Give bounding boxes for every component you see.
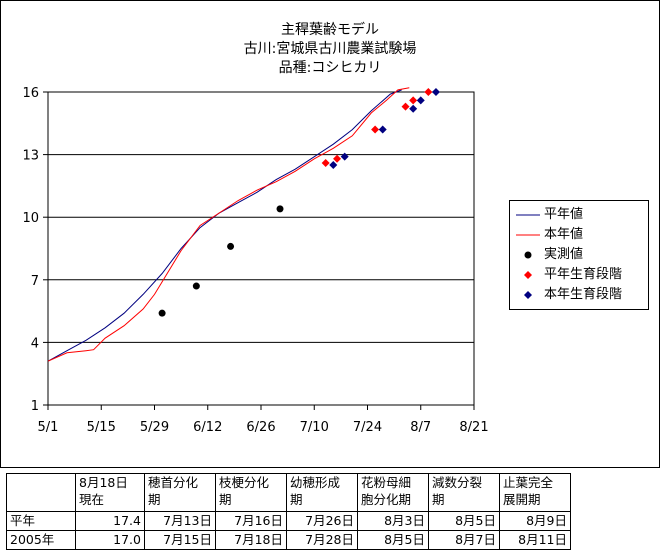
data-point-marker <box>276 205 284 213</box>
x-tick-label: 8/21 <box>459 420 488 435</box>
table-cell: 17.4 <box>75 511 145 531</box>
table-cell: 7月28日 <box>286 530 358 550</box>
table-row: 2005年 17.0 7月15日 7月18日 7月28日 8月5日 8月7日 8… <box>6 530 571 550</box>
legend-label: 平年値 <box>544 207 584 222</box>
data-point-marker <box>227 242 235 250</box>
chart-legend: 平年値本年値実測値平年生育段階 本年生育段階 <box>509 200 649 310</box>
x-tick-label: 8/7 <box>410 420 431 435</box>
y-tick-label: 4 <box>31 336 39 351</box>
stage-marker <box>371 125 380 134</box>
series-line <box>47 89 402 362</box>
legend-symbol <box>524 291 532 299</box>
table-cell: 17.0 <box>75 530 145 550</box>
x-tick-label: 7/24 <box>353 420 382 435</box>
stage-marker <box>401 102 410 111</box>
stage-marker <box>409 96 418 105</box>
y-tick-label: 16 <box>22 86 39 101</box>
legend-label: 本年生育段階 <box>544 287 623 302</box>
table-row: 平年 17.4 7月13日 7月16日 7月26日 8月3日 8月5日 8月9日 <box>6 511 571 531</box>
stage-marker <box>333 154 342 163</box>
plot-area <box>47 91 475 406</box>
table-header-cell: 止葉完全 展開期 <box>499 473 571 512</box>
stage-marker <box>431 88 440 96</box>
table-header-cell <box>6 473 76 512</box>
stage-marker <box>424 88 433 96</box>
x-tick-label: 6/26 <box>246 420 275 435</box>
chart-subtitle-variety: 品種:コシヒカリ <box>278 60 382 76</box>
legend-swatch <box>524 271 532 279</box>
x-tick-label: 5/1 <box>38 420 59 435</box>
chart-plot: 1 4 7 10 13 16 5/1 5/15 5/29 6/12 6/26 7/10 7/24 8/7 8… <box>22 86 488 435</box>
chart-subtitle-location: 古川:宮城県古川農業試験場 <box>243 41 417 57</box>
legend-label: 平年生育段階 <box>544 267 623 282</box>
y-tick-label: 1 <box>31 399 39 414</box>
data-point-marker <box>158 309 166 317</box>
x-tick-label: 5/15 <box>87 420 116 435</box>
table-cell: 8月3日 <box>357 511 429 531</box>
table-header-cell: 花粉母細 胞分化期 <box>357 473 429 512</box>
legend-swatch <box>524 291 532 299</box>
table-cell: 7月15日 <box>144 530 216 550</box>
legend-entry: 本年値 <box>516 225 583 245</box>
legend-label: 実測値 <box>544 247 584 262</box>
table-cell: 8月7日 <box>428 530 500 550</box>
table-row-label: 2005年 <box>6 530 76 550</box>
table-cell: 7月18日 <box>215 530 287 550</box>
table-cell: 7月26日 <box>286 511 358 531</box>
chart-title: 主稈葉齢モデル <box>281 22 379 38</box>
table-header-cell: 減数分裂期 <box>428 473 500 512</box>
table-header-cell: 穂首分化期 <box>144 473 216 512</box>
stage-marker <box>329 161 338 170</box>
table-header-cell: 幼穂形成期 <box>286 473 358 512</box>
table-row-label: 平年 <box>6 511 76 531</box>
legend-symbol <box>516 234 540 236</box>
legend-symbol <box>524 251 532 259</box>
growth-stage-table: 8月18日 現在 穂首分化期 枝梗分化期 幼穂形成期 花粉母細 胞分化期 減数分裂期… <box>6 473 571 550</box>
stage-marker <box>340 152 349 161</box>
legend-symbol <box>516 214 540 216</box>
table-header-cell: 枝梗分化期 <box>215 473 287 512</box>
data-point-marker <box>192 282 200 290</box>
legend-swatch <box>524 251 532 259</box>
stage-marker <box>409 104 418 113</box>
x-tick-label: 7/10 <box>300 420 329 435</box>
table-cell: 8月5日 <box>428 511 500 531</box>
table-cell: 8月5日 <box>357 530 429 550</box>
legend-entry: 実測値 <box>516 245 583 265</box>
table-header-row: 8月18日 現在 穂首分化期 枝梗分化期 幼穂形成期 花粉母細 胞分化期 減数分裂期… <box>6 473 571 512</box>
y-tick-label: 7 <box>31 274 39 289</box>
y-tick-label: 10 <box>22 211 39 226</box>
legend-symbol <box>524 271 532 279</box>
x-tick-label: 6/12 <box>193 420 222 435</box>
stage-marker <box>321 158 330 167</box>
legend-entry: 平年値 <box>516 205 583 225</box>
legend-entry: 平年生育段階 <box>516 265 622 285</box>
table-header-cell: 8月18日 現在 <box>75 473 145 512</box>
stage-marker <box>378 125 387 134</box>
legend-label: 本年値 <box>544 227 584 242</box>
y-tick-label: 13 <box>22 149 39 164</box>
stage-marker <box>416 96 425 105</box>
x-tick-label: 5/29 <box>140 420 169 435</box>
table-cell: 7月13日 <box>144 511 216 531</box>
legend-entry: 本年生育段階 <box>516 285 622 305</box>
table-cell: 8月11日 <box>499 530 571 550</box>
table-cell: 8月9日 <box>499 511 571 531</box>
table-cell: 7月16日 <box>215 511 287 531</box>
series-line <box>47 87 410 362</box>
